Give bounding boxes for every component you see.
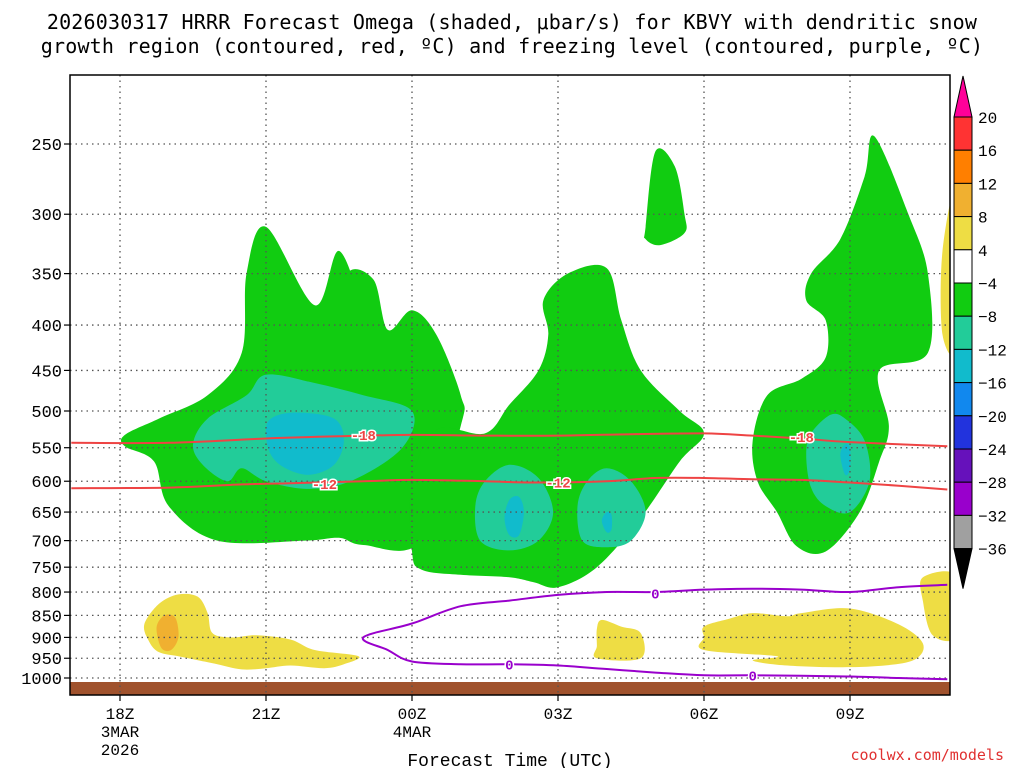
contour-label-2-2: 0 bbox=[748, 669, 756, 685]
x-tick-date-00Z: 4MAR bbox=[393, 724, 432, 742]
colorbar-label-13: −36 bbox=[978, 542, 1007, 560]
chart-title-line-1: 2026030317 HRRR Forecast Omega (shaded, … bbox=[46, 10, 978, 34]
colorbar-swatch-12 bbox=[953, 481, 973, 516]
y-tick-label-850: 850 bbox=[31, 608, 62, 627]
ground-bar bbox=[70, 682, 950, 695]
contour-label-2-1: 0 bbox=[505, 658, 513, 674]
omega-region-2 bbox=[644, 148, 687, 246]
omega-region-12 bbox=[143, 593, 360, 670]
omega-region-17 bbox=[156, 614, 179, 652]
contour-label-2-0: 0 bbox=[651, 587, 659, 603]
colorbar-label-7: −12 bbox=[978, 342, 1007, 360]
colorbar-label-9: −20 bbox=[978, 409, 1007, 427]
omega-region-14 bbox=[698, 608, 924, 668]
x-tick-label-21Z: 21Z bbox=[252, 706, 281, 724]
y-tick-label-800: 800 bbox=[31, 585, 62, 604]
y-tick-label-650: 650 bbox=[31, 505, 62, 524]
colorbar-label-2: 12 bbox=[978, 176, 997, 194]
plot-frame bbox=[69, 74, 951, 696]
colorbar-label-3: 8 bbox=[978, 210, 988, 228]
colorbar-swatch-10 bbox=[953, 415, 973, 450]
colorbar-swatch-13 bbox=[953, 514, 973, 550]
omega-region-3 bbox=[752, 135, 933, 555]
x-tick-label-06Z: 06Z bbox=[690, 706, 719, 724]
x-tick-label-18Z: 18Z bbox=[106, 706, 135, 724]
omega-region-11 bbox=[840, 443, 851, 476]
y-tick-label-350: 350 bbox=[31, 267, 62, 286]
colorbar-top-arrow bbox=[953, 75, 973, 118]
y-tick-label-450: 450 bbox=[31, 363, 62, 382]
colorbar-label-8: −16 bbox=[978, 376, 1007, 394]
x-tick-year-18Z: 2026 bbox=[101, 742, 139, 760]
colorbar-swatch-11 bbox=[953, 448, 973, 483]
colorbar-swatch-6 bbox=[953, 282, 973, 317]
contour-snow--12 bbox=[71, 476, 948, 491]
colorbar-swatch-2 bbox=[953, 149, 973, 184]
omega-region-16 bbox=[920, 571, 950, 642]
y-tick-label-900: 900 bbox=[31, 630, 62, 649]
colorbar: 20 16 12 8 4 −4 −8 −12 −16 −20 −24 −28 −32 −36 bbox=[953, 75, 1007, 589]
colorbar-swatch-7 bbox=[953, 315, 973, 350]
colorbar-label-5: −4 bbox=[978, 276, 997, 294]
colorbar-swatch-4 bbox=[953, 216, 973, 251]
colorbar-swatch-3 bbox=[953, 182, 973, 218]
colorbar-label-12: −32 bbox=[978, 508, 1007, 526]
site-credit: coolwx.com/models bbox=[850, 746, 1004, 764]
chart-title-line-2: growth region (contoured, red, ºC) and f… bbox=[40, 34, 984, 58]
contour-label-0-0: -18 bbox=[351, 429, 376, 445]
colorbar-label-0: 20 bbox=[978, 110, 997, 128]
omega-region-10 bbox=[601, 511, 613, 533]
y-tick-label-1000: 1000 bbox=[21, 671, 62, 690]
y-tick-label-250: 250 bbox=[31, 137, 62, 156]
colorbar-bottom-arrow bbox=[953, 548, 973, 589]
y-tick-label-700: 700 bbox=[31, 534, 62, 553]
colorbar-swatch-5 bbox=[953, 249, 973, 284]
contour-freezing-level-0 bbox=[361, 583, 948, 681]
colorbar-label-11: −28 bbox=[978, 475, 1007, 493]
x-tick-label-03Z: 03Z bbox=[544, 706, 573, 724]
omega-region-15 bbox=[940, 203, 950, 355]
x-tick-date-18Z: 3MAR bbox=[101, 724, 140, 742]
x-tick-label-00Z: 00Z bbox=[398, 706, 427, 724]
colorbar-swatch-1 bbox=[953, 116, 973, 151]
omega-region-13 bbox=[593, 619, 645, 661]
colorbar-label-6: −8 bbox=[978, 309, 997, 327]
x-tick-label-09Z: 09Z bbox=[836, 706, 865, 724]
contour-snow--18 bbox=[71, 432, 948, 448]
colorbar-label-4: 4 bbox=[978, 243, 988, 261]
contour-label-1-0: -12 bbox=[312, 478, 337, 494]
y-tick-label-500: 500 bbox=[31, 404, 62, 423]
y-tick-label-400: 400 bbox=[31, 318, 62, 337]
y-tick-label-750: 750 bbox=[31, 560, 62, 579]
y-tick-label-550: 550 bbox=[31, 441, 62, 460]
contour-label-1-1: -12 bbox=[545, 477, 570, 493]
y-tick-label-950: 950 bbox=[31, 651, 62, 670]
omega-region-7 bbox=[806, 413, 871, 514]
colorbar-label-10: −24 bbox=[978, 442, 1007, 460]
contour-label-0-1: -18 bbox=[789, 431, 814, 447]
y-tick-label-600: 600 bbox=[31, 474, 62, 493]
omega-region-9 bbox=[504, 496, 524, 538]
colorbar-label-1: 16 bbox=[978, 143, 997, 161]
x-axis-label: Forecast Time (UTC) bbox=[407, 752, 612, 768]
colorbar-swatch-8 bbox=[953, 348, 973, 384]
y-tick-label-300: 300 bbox=[31, 207, 62, 226]
omega-region-6 bbox=[577, 468, 646, 548]
omega-region-8 bbox=[266, 412, 344, 475]
colorbar-swatch-9 bbox=[953, 382, 973, 417]
